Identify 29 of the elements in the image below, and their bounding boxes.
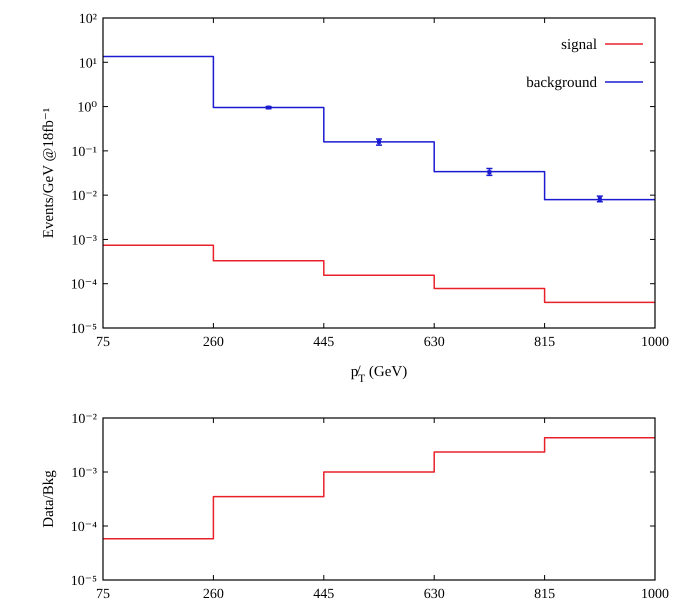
y-tick-label: 10¹ <box>78 56 97 72</box>
x-tick-label: 445 <box>313 335 334 350</box>
x-tick-label: 815 <box>534 335 556 350</box>
y-axis-title: Data/Bkg <box>41 470 57 528</box>
legend-label: background <box>526 75 598 91</box>
y-tick-label: 10⁻³ <box>71 233 97 248</box>
y-tick-label: 10⁻² <box>71 412 97 427</box>
y-tick-label: 10⁰ <box>77 100 98 116</box>
x-tick-label: 75 <box>96 587 110 602</box>
y-tick-label: 10⁻⁵ <box>70 574 98 589</box>
y-tick-label: 10⁻² <box>71 189 97 204</box>
y-tick-label: 10⁻⁴ <box>70 278 98 293</box>
y-tick-label: 10⁻³ <box>71 466 97 481</box>
x-tick-label: 260 <box>202 587 224 602</box>
legend-label: signal <box>561 37 597 53</box>
x-tick-label: 75 <box>96 335 110 350</box>
x-tick-label: 815 <box>534 587 556 602</box>
x-tick-label: 260 <box>202 335 224 350</box>
y-tick-label: 10⁻¹ <box>71 144 97 160</box>
x-tick-label: 630 <box>424 587 445 602</box>
x-tick-label: 1000 <box>641 587 669 602</box>
y-tick-label: 10² <box>78 12 97 27</box>
x-tick-label: 445 <box>313 587 334 602</box>
x-tick-label: 630 <box>424 335 445 350</box>
y-tick-label: 10⁻⁵ <box>70 322 98 337</box>
x-tick-label: 1000 <box>641 335 669 350</box>
y-axis-title: Events/GeV @18fb⁻¹ <box>41 108 57 238</box>
y-tick-label: 10⁻⁴ <box>70 520 98 535</box>
x-axis-title: p̸$_{T}$ (GeV) <box>350 364 408 385</box>
